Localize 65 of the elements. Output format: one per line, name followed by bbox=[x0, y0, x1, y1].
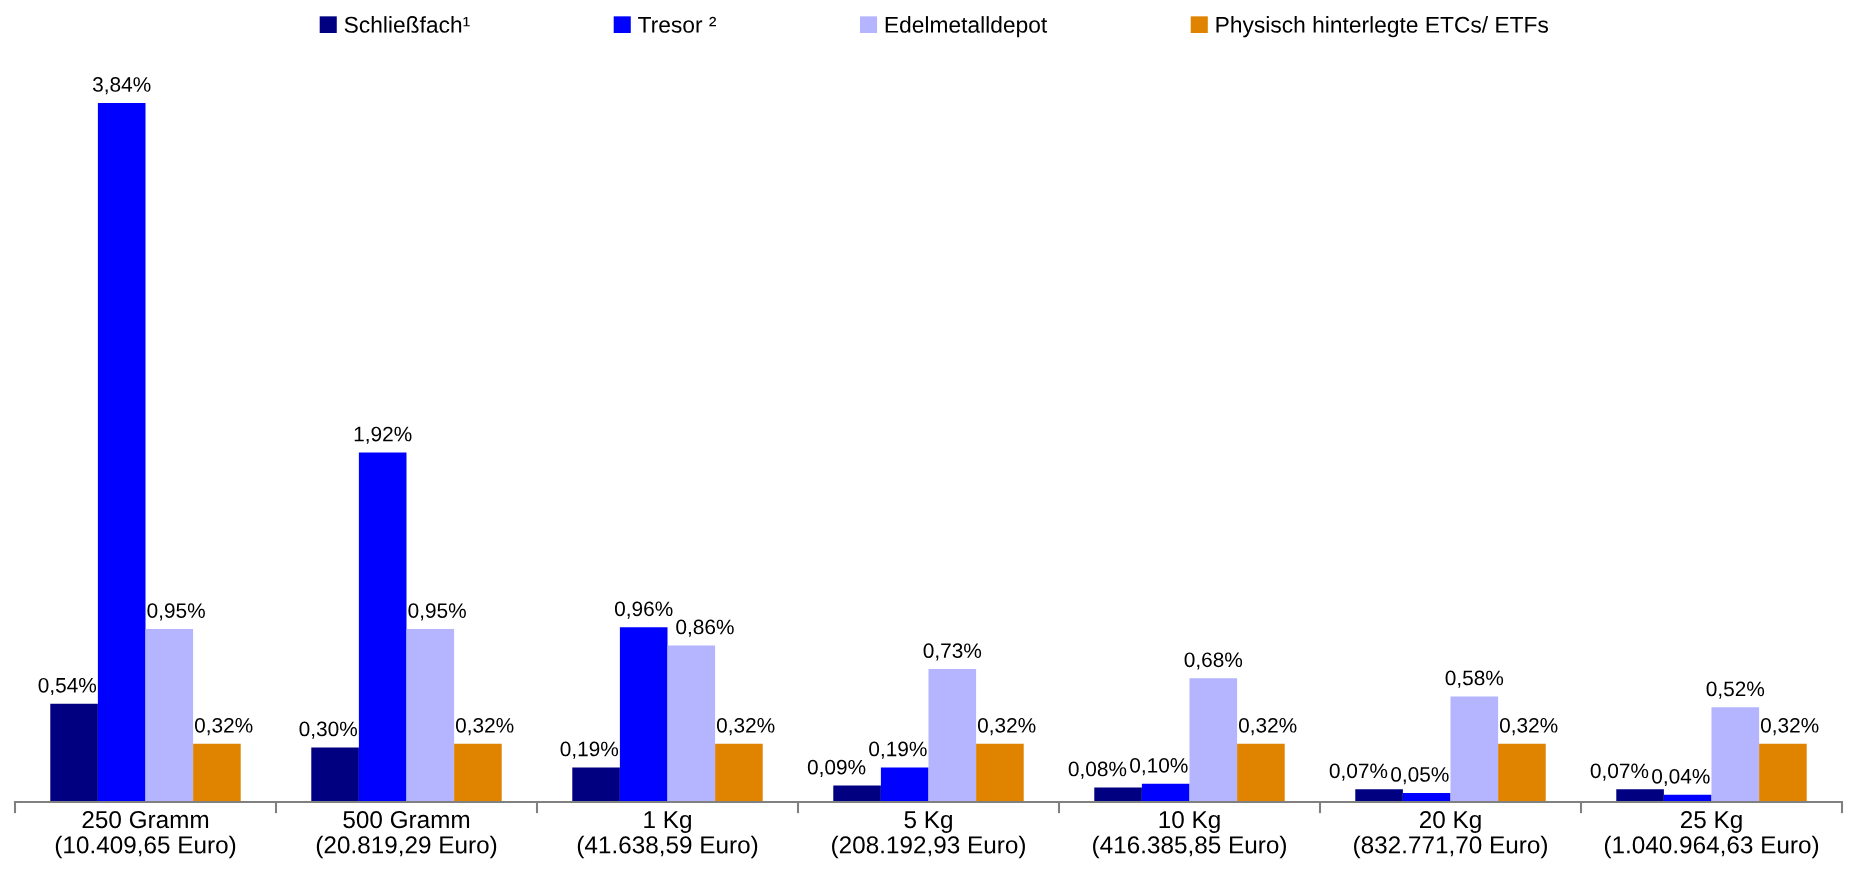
bar bbox=[715, 743, 763, 802]
bar bbox=[406, 629, 455, 802]
data-label: 0,05% bbox=[1391, 767, 1449, 785]
x-tick-label: 500 Gramm (20.819,29 Euro) bbox=[316, 810, 497, 859]
bar bbox=[1355, 789, 1403, 802]
data-label: 0,95% bbox=[408, 603, 466, 621]
bar bbox=[145, 629, 194, 802]
x-tick-label: 25 Kg (1.040.964,63 Euro) bbox=[1604, 810, 1819, 859]
data-label: 0,32% bbox=[1760, 717, 1819, 736]
x-tick-label: 250 Gramm (10.409,65 Euro) bbox=[55, 810, 236, 859]
legend-label: Edelmetalldepot bbox=[885, 16, 1048, 38]
bar bbox=[1141, 783, 1190, 802]
bar bbox=[1237, 743, 1285, 802]
data-label: 0,32% bbox=[977, 717, 1036, 736]
bar bbox=[1094, 787, 1142, 802]
x-tick-label: 10 Kg (416.385,85 Euro) bbox=[1093, 810, 1286, 859]
x-tick-label: 1 Kg (41.638,59 Euro) bbox=[577, 811, 758, 859]
data-label: 0,68% bbox=[1184, 652, 1243, 670]
data-label: 0,95% bbox=[147, 603, 205, 621]
data-label: 0,04% bbox=[1652, 768, 1710, 787]
data-label: 0,09% bbox=[807, 759, 866, 778]
data-label: 0,32% bbox=[1238, 717, 1297, 736]
bar bbox=[311, 747, 359, 802]
data-label: 0,07% bbox=[1329, 763, 1388, 781]
data-label: 0,86% bbox=[676, 619, 734, 637]
bar bbox=[619, 627, 668, 802]
data-label: 0,19% bbox=[869, 741, 927, 759]
data-label: 0,30% bbox=[299, 721, 357, 739]
legend-label: Schließfach¹ bbox=[344, 16, 470, 33]
bar bbox=[97, 102, 146, 802]
bar bbox=[928, 669, 977, 802]
data-label: 3,84% bbox=[92, 77, 151, 95]
data-label: 0,32% bbox=[194, 717, 253, 736]
data-label: 0,58% bbox=[1445, 670, 1504, 688]
legend-label: Tresor ² bbox=[638, 16, 717, 33]
bar bbox=[358, 452, 407, 802]
data-label: 0,10% bbox=[1130, 757, 1188, 776]
data-label: 0,32% bbox=[455, 717, 514, 736]
data-label: 0,07% bbox=[1590, 763, 1649, 781]
data-label: 0,32% bbox=[716, 717, 775, 736]
bar bbox=[1759, 743, 1807, 802]
bar bbox=[50, 703, 98, 802]
x-tick-label: 5 Kg (208.192,93 Euro) bbox=[832, 811, 1025, 859]
bar bbox=[1450, 696, 1499, 802]
bar bbox=[1711, 707, 1760, 802]
bar bbox=[1189, 678, 1238, 802]
bar bbox=[833, 785, 881, 802]
data-label: 0,19% bbox=[560, 741, 619, 759]
data-label: 0,08% bbox=[1068, 761, 1127, 779]
bar bbox=[667, 645, 716, 802]
bar bbox=[1498, 743, 1546, 802]
legend-label: Physisch hinterlegte ETCs/ ETFs bbox=[1216, 16, 1548, 38]
data-label: 1,92% bbox=[354, 426, 412, 444]
x-tick-label: 20 Kg (832.771,70 Euro) bbox=[1354, 810, 1547, 859]
bar bbox=[976, 743, 1024, 802]
data-label: 0,52% bbox=[1706, 681, 1765, 699]
data-label: 0,96% bbox=[614, 601, 673, 619]
bar bbox=[454, 743, 502, 802]
data-label: 0,54% bbox=[38, 677, 97, 696]
data-label: 0,73% bbox=[923, 643, 982, 661]
bar bbox=[572, 767, 620, 802]
bar bbox=[193, 743, 241, 802]
bar bbox=[1616, 789, 1664, 802]
bar bbox=[880, 767, 929, 802]
data-label: 0,32% bbox=[1499, 717, 1558, 736]
